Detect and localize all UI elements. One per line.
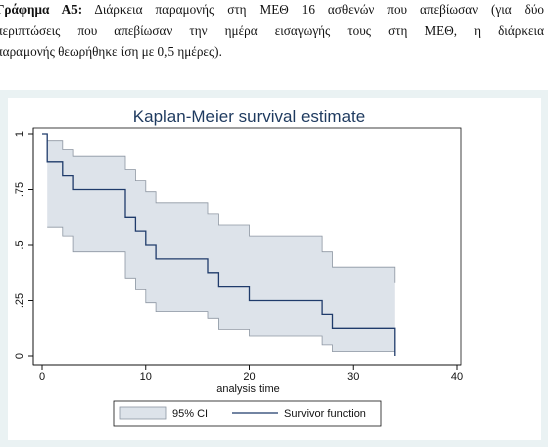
x-tick-label: 0 xyxy=(39,371,45,383)
legend-ci-swatch xyxy=(119,406,167,420)
caption-line-1-text: Διάρκεια παραμονής στη ΜΕΘ 16 ασθενών πο… xyxy=(82,2,544,17)
legend: 95% CI Survivor function xyxy=(113,400,382,427)
caption-line-3: παραμονής θεωρήθηκε ίση με 0,5 ημέρες). xyxy=(0,44,222,59)
y-tick-label: .75 xyxy=(14,182,26,197)
legend-ci-label: 95% CI xyxy=(172,408,208,420)
survivor-function-line xyxy=(42,133,396,356)
figure-caption: Γράφημα Α5: Διάρκεια παραμονής στη ΜΕΘ 1… xyxy=(0,0,544,62)
x-tick-label: 20 xyxy=(243,371,255,383)
ci-band-area xyxy=(47,140,395,352)
y-tick-label: .5 xyxy=(14,240,26,249)
caption-line-2: περιπτώσεις που απεβίωσαν την ημέρα εισα… xyxy=(0,23,544,38)
y-tick-label: 0 xyxy=(14,353,26,359)
x-tick-label: 40 xyxy=(451,371,463,383)
x-tick-label: 30 xyxy=(347,371,359,383)
chart-title: Kaplan-Meier survival estimate xyxy=(133,107,365,126)
y-tick-label: .25 xyxy=(14,293,26,308)
caption-line-1: Γράφημα Α5: Διάρκεια παραμονής στη ΜΕΘ 1… xyxy=(0,0,544,20)
y-tick-label: 1 xyxy=(14,131,26,137)
caption-label: Γράφημα Α5: xyxy=(0,2,83,17)
x-axis-label: analysis time xyxy=(216,383,280,395)
ci-upper-line xyxy=(47,140,396,283)
x-tick-label: 10 xyxy=(140,371,152,383)
ci-lower-line xyxy=(47,226,395,353)
legend-survivor-label: Survivor function xyxy=(284,408,366,420)
